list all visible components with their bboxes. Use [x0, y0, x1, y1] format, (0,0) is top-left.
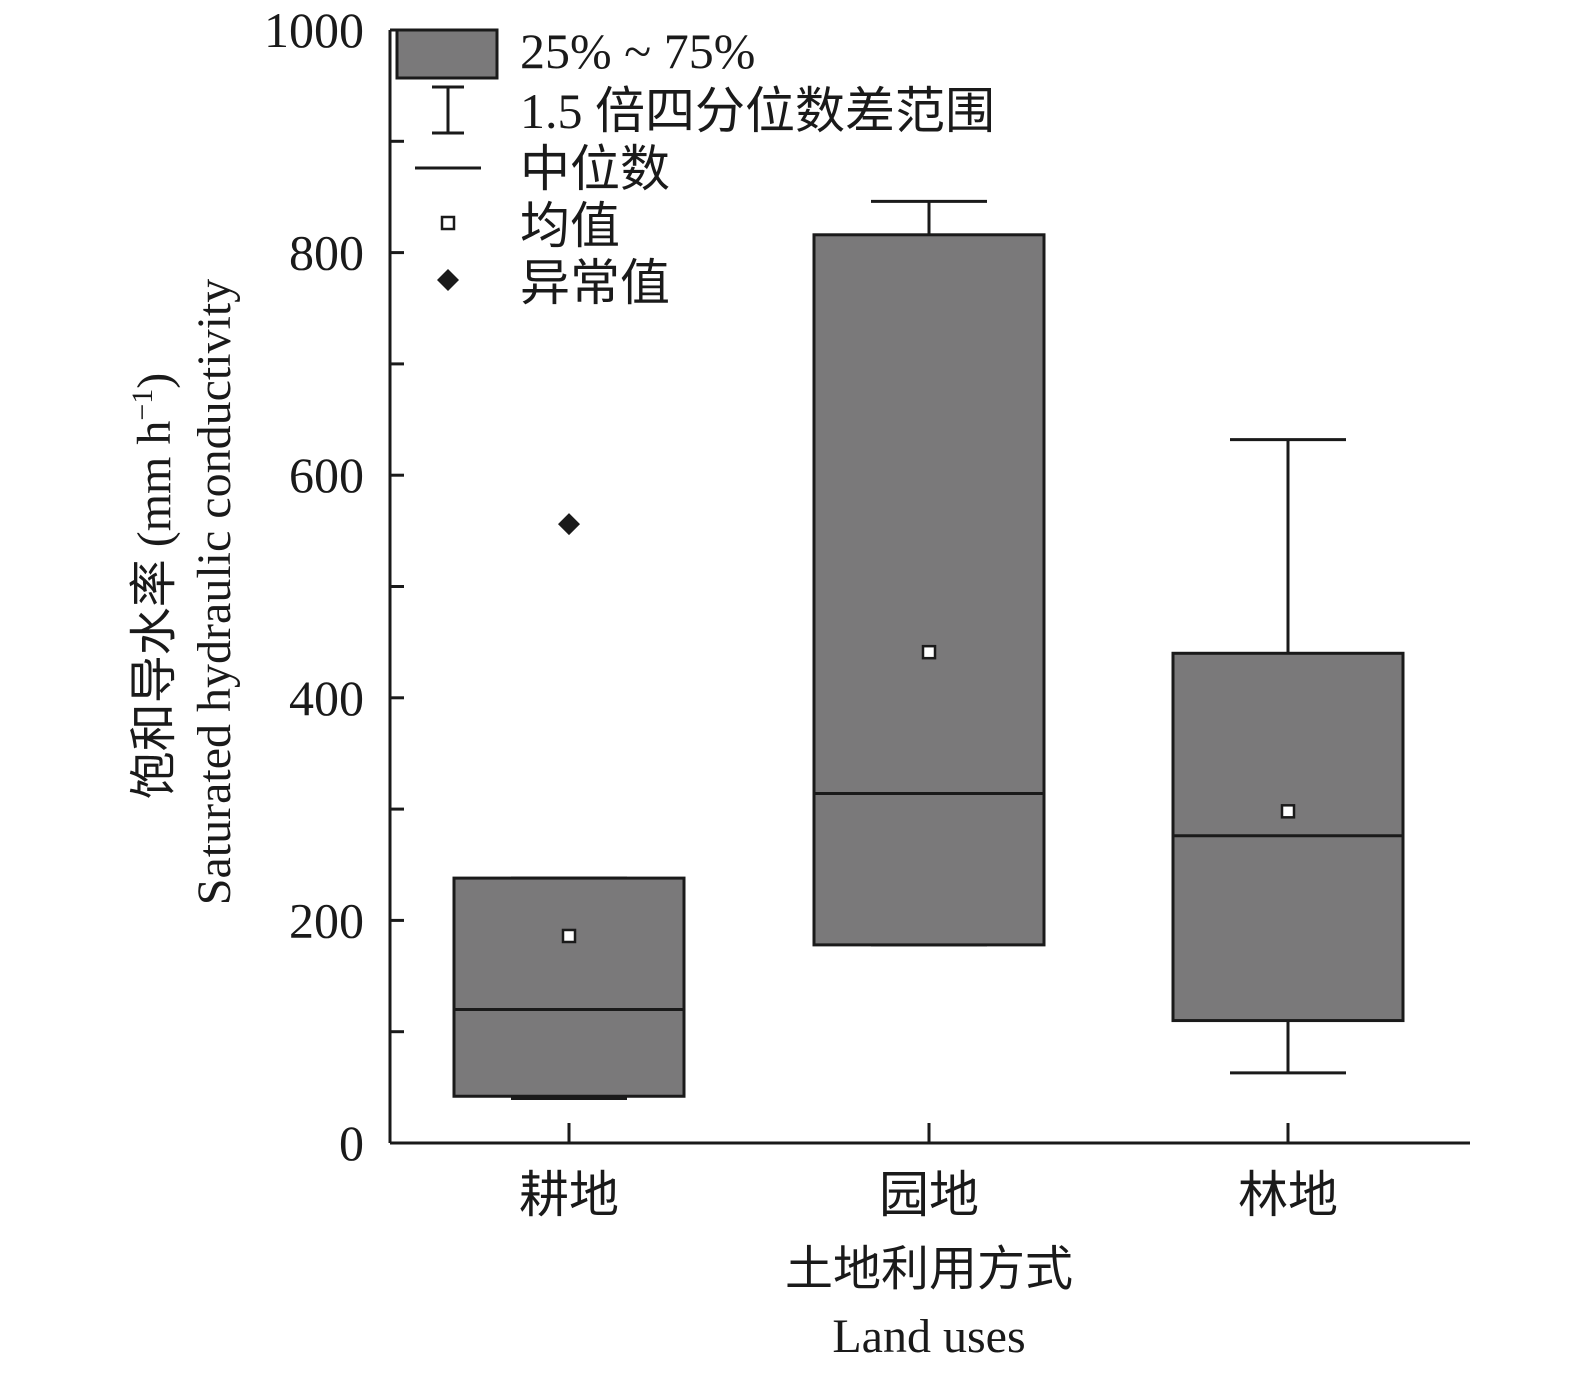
mean-marker [1280, 804, 1296, 819]
legend-label-median: 中位数 [520, 141, 670, 197]
x-tick-label: 园地 [879, 1167, 979, 1223]
y-axis-title-cn: 饱和导水率 (mm h−1) [126, 373, 181, 800]
y-axis-title-en: Saturated hydraulic conductivity [188, 279, 241, 905]
mean-marker [561, 928, 577, 944]
mean-marker [921, 644, 937, 660]
boxes [452, 199, 1405, 1100]
legend-whisker-symbol [432, 85, 464, 135]
legend-label-outlier: 异常值 [520, 255, 670, 311]
y-ticks: 0 200 400 600 800 1000 [264, 2, 404, 1171]
box-group [1171, 438, 1405, 1075]
legend: 25% ~ 75% 1.5 倍四分位数差范围 中位数 均值 异常值 [395, 23, 995, 311]
y-tick-label: 1000 [264, 2, 364, 58]
iqr-box [452, 876, 686, 1098]
legend-label-iqr: 25% ~ 75% [520, 23, 755, 79]
x-ticks: 耕地 园地 林地 [519, 1123, 1338, 1223]
x-axis-title-cn: 土地利用方式 [785, 1243, 1073, 1296]
box-group [812, 199, 1046, 947]
y-tick-label: 400 [289, 670, 364, 726]
x-tick-label: 林地 [1238, 1167, 1338, 1223]
y-tick-label: 600 [289, 447, 364, 503]
legend-outlier-symbol [437, 269, 459, 291]
y-tick-label: 200 [289, 892, 364, 948]
legend-label-whisker: 1.5 倍四分位数差范围 [520, 83, 995, 139]
legend-label-mean: 均值 [520, 198, 620, 254]
x-tick-label: 耕地 [519, 1167, 619, 1223]
y-tick-label: 800 [289, 225, 364, 281]
x-axis-title-en: Land uses [832, 1310, 1025, 1363]
iqr-box [812, 233, 1046, 947]
legend-mean-symbol [440, 215, 456, 231]
legend-box-swatch [395, 28, 499, 80]
y-tick-label: 0 [339, 1115, 364, 1171]
outlier-marker [558, 513, 580, 536]
box-group [452, 513, 686, 1100]
